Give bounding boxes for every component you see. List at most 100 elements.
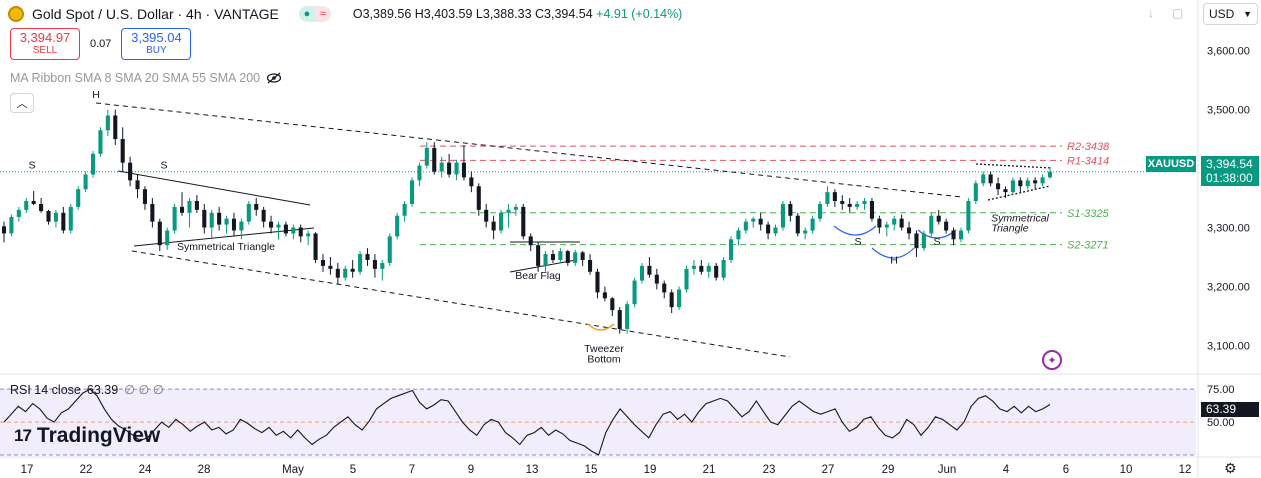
candle-body bbox=[877, 218, 882, 228]
candle-body bbox=[825, 192, 830, 204]
candle-body bbox=[1, 226, 7, 234]
axes: 3,600.003,500.003,400.003,300.003,200.00… bbox=[21, 46, 1250, 476]
time-tick-label: 10 bbox=[1120, 464, 1133, 476]
status-pill[interactable]: ● ≈ bbox=[298, 6, 331, 22]
change-text: +4.91 (+0.14%) bbox=[596, 7, 683, 21]
arrow-down-icon[interactable]: ↓ bbox=[1148, 6, 1154, 20]
price-tick-label: 3,100.00 bbox=[1207, 340, 1250, 352]
candle-body bbox=[135, 180, 140, 190]
rsi-value: 63.39 bbox=[86, 382, 119, 397]
time-tick-label: 12 bbox=[1179, 464, 1192, 476]
candle-body bbox=[625, 304, 630, 329]
candle-body bbox=[454, 162, 459, 175]
sym-triangle-upper bbox=[975, 163, 1053, 169]
countdown: 01:38:00 bbox=[1206, 171, 1253, 185]
eye-slash-icon[interactable] bbox=[266, 71, 282, 85]
indicator-legend[interactable]: MA Ribbon SMA 8 SMA 20 SMA 55 SMA 200 bbox=[10, 71, 282, 85]
candle-body bbox=[498, 212, 504, 231]
candle-body bbox=[128, 162, 133, 181]
candle-body bbox=[981, 174, 986, 184]
descending-trendline-bottom bbox=[131, 250, 791, 358]
candle-body bbox=[944, 221, 949, 231]
candle-body bbox=[409, 180, 415, 204]
candle-body bbox=[988, 174, 993, 184]
candle-body bbox=[803, 230, 808, 234]
candle-body bbox=[810, 218, 815, 231]
level-label: R1-3414 bbox=[1067, 155, 1109, 167]
candle-body bbox=[892, 218, 897, 225]
time-tick-label: 15 bbox=[585, 464, 598, 476]
candle-body bbox=[632, 280, 637, 305]
sparkle-icon[interactable]: ✦ bbox=[1042, 350, 1062, 370]
candle-body bbox=[439, 162, 444, 172]
sell-label: SELL bbox=[32, 45, 58, 56]
candle-body bbox=[172, 206, 177, 231]
chart-annotation: S bbox=[933, 236, 940, 248]
candle-body bbox=[187, 201, 192, 213]
candle-body bbox=[298, 227, 303, 237]
candle-body bbox=[417, 165, 422, 181]
wave-icon: ≈ bbox=[314, 6, 331, 22]
collapse-legend-button[interactable]: ︿ bbox=[10, 93, 34, 113]
candle-body bbox=[328, 265, 333, 269]
candle-body bbox=[283, 224, 288, 234]
support-resistance-levels: R2-3438 R1-3414 S1-3325 S2-3271 bbox=[0, 141, 1196, 252]
candle-body bbox=[461, 162, 466, 178]
candle-body bbox=[194, 201, 199, 210]
candle-body bbox=[699, 265, 704, 272]
chart-annotation: H bbox=[890, 255, 898, 267]
candle-body bbox=[617, 310, 622, 329]
candle-body bbox=[788, 203, 793, 216]
candle-body bbox=[602, 292, 607, 299]
candle-body bbox=[1040, 177, 1045, 184]
candle-body bbox=[484, 209, 489, 222]
level-label: R2-3438 bbox=[1067, 141, 1110, 153]
candle-body bbox=[276, 224, 281, 228]
descending-trendline-top bbox=[95, 102, 963, 198]
candle-body bbox=[736, 230, 741, 240]
candle-body bbox=[61, 212, 66, 231]
candle-body bbox=[254, 203, 259, 210]
chart-annotation: S bbox=[854, 236, 861, 248]
candle-body bbox=[951, 230, 956, 240]
candle-body bbox=[231, 218, 237, 231]
rsi-line bbox=[3, 388, 1051, 456]
time-tick-label: 19 bbox=[644, 464, 657, 476]
candle-body bbox=[387, 236, 392, 263]
candle-body bbox=[53, 212, 58, 222]
gear-icon[interactable]: ⚙ bbox=[1224, 460, 1237, 476]
sell-button[interactable]: 3,394.97 SELL bbox=[10, 28, 80, 60]
candle-body bbox=[677, 289, 682, 308]
time-tick-label: 4 bbox=[1003, 464, 1010, 476]
chart-annotation: H bbox=[92, 89, 100, 101]
indicator-label: MA Ribbon SMA 8 SMA 20 SMA 55 SMA 200 bbox=[10, 71, 261, 85]
candle-body bbox=[662, 283, 667, 293]
candle-body bbox=[684, 268, 689, 290]
time-tick-label: 28 bbox=[198, 464, 211, 476]
time-tick-label: 24 bbox=[139, 464, 152, 476]
rsi-legend[interactable]: RSI 14 close 63.39 ∅ ∅ ∅ bbox=[10, 382, 164, 398]
candle-body bbox=[691, 265, 696, 269]
chart-annotation: S bbox=[160, 160, 167, 172]
time-tick-label: 13 bbox=[526, 464, 539, 476]
triangle-upper-line bbox=[117, 170, 311, 206]
square-icon[interactable]: ▢ bbox=[1172, 6, 1184, 20]
currency-select[interactable]: USD ▼ bbox=[1203, 3, 1258, 25]
candle-body bbox=[16, 209, 21, 217]
sym-triangle-lower bbox=[987, 185, 1051, 201]
candle-body bbox=[350, 268, 355, 272]
candle-body bbox=[180, 206, 185, 213]
candle-body bbox=[550, 254, 556, 260]
candle-body bbox=[313, 233, 318, 260]
candle-body bbox=[780, 203, 785, 228]
buy-button[interactable]: 3,395.04 BUY bbox=[121, 28, 192, 60]
candle-body bbox=[855, 203, 860, 207]
candle-body bbox=[758, 218, 763, 225]
candle-body bbox=[269, 221, 274, 228]
candle-body bbox=[150, 203, 155, 222]
candle-body bbox=[39, 203, 44, 212]
symbol-title[interactable]: Gold Spot / U.S. Dollar · 4h · VANTAGE bbox=[32, 6, 279, 22]
candle-body bbox=[261, 209, 266, 222]
candle-body bbox=[558, 251, 563, 260]
